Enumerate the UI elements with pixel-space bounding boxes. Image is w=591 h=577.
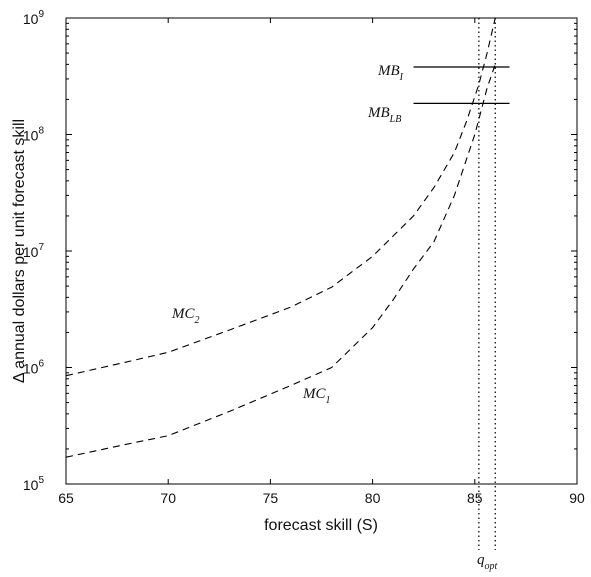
mblb-label-sub: LB — [389, 114, 402, 125]
x-tick-label-80: 80 — [365, 490, 381, 506]
x-tick-label-75: 75 — [263, 490, 279, 506]
x-axis-title: forecast skill (S) — [264, 517, 378, 534]
vertical-lines — [478, 18, 496, 550]
y-tick-label-1e8: 108 — [23, 126, 45, 144]
mc2-label: MC2 — [171, 306, 200, 326]
q-opt-label-base: q — [477, 552, 485, 568]
y-tick-label-exponent: 7 — [38, 242, 44, 253]
y-tick-label-1e9: 109 — [23, 9, 45, 27]
y-tick-label-base: 10 — [23, 11, 39, 27]
mblb-label: MBLB — [367, 105, 401, 125]
mbi-label-sub: I — [399, 72, 404, 83]
mc1-label-sub: 1 — [326, 395, 331, 406]
mc1-label: MC1 — [302, 386, 331, 406]
x-tick-label-85: 85 — [467, 490, 483, 506]
series-lines — [65, 17, 510, 458]
q-opt-label-sub: opt — [485, 561, 498, 572]
mc2-curve — [65, 17, 496, 377]
ticks — [65, 17, 578, 485]
mc1-label-base: MC — [302, 386, 326, 402]
y-tick-label-exponent: 9 — [38, 9, 44, 20]
y-tick-label-base: 10 — [23, 128, 39, 144]
y-tick-label-exponent: 8 — [38, 126, 44, 137]
mbi-label: MBI — [377, 63, 404, 83]
y-tick-label-1e7: 107 — [23, 242, 45, 260]
y-tick-label-1e6: 106 — [23, 359, 45, 377]
y-tick-label-base: 10 — [23, 244, 39, 260]
y-tick-label-1e5: 105 — [23, 475, 45, 493]
x-tick-labels: 65 70 75 80 85 90 — [58, 490, 585, 506]
plot-area — [65, 17, 578, 485]
y-tick-label-base: 10 — [23, 477, 39, 493]
mbi-label-base: MB — [377, 63, 400, 79]
mblb-label-base: MB — [367, 105, 390, 121]
mc2-label-base: MC — [171, 306, 195, 322]
y-axis-title: Δ annual dollars per unit forecast skill — [11, 119, 28, 383]
y-tick-label-exponent: 5 — [38, 475, 44, 486]
x-tick-label-65: 65 — [58, 490, 74, 506]
x-tick-label-70: 70 — [160, 490, 176, 506]
y-tick-label-exponent: 6 — [38, 359, 44, 370]
x-tick-label-90: 90 — [569, 490, 585, 506]
mc2-label-sub: 2 — [195, 315, 200, 326]
q-opt-label: qopt — [477, 552, 498, 572]
y-tick-label-base: 10 — [23, 361, 39, 377]
